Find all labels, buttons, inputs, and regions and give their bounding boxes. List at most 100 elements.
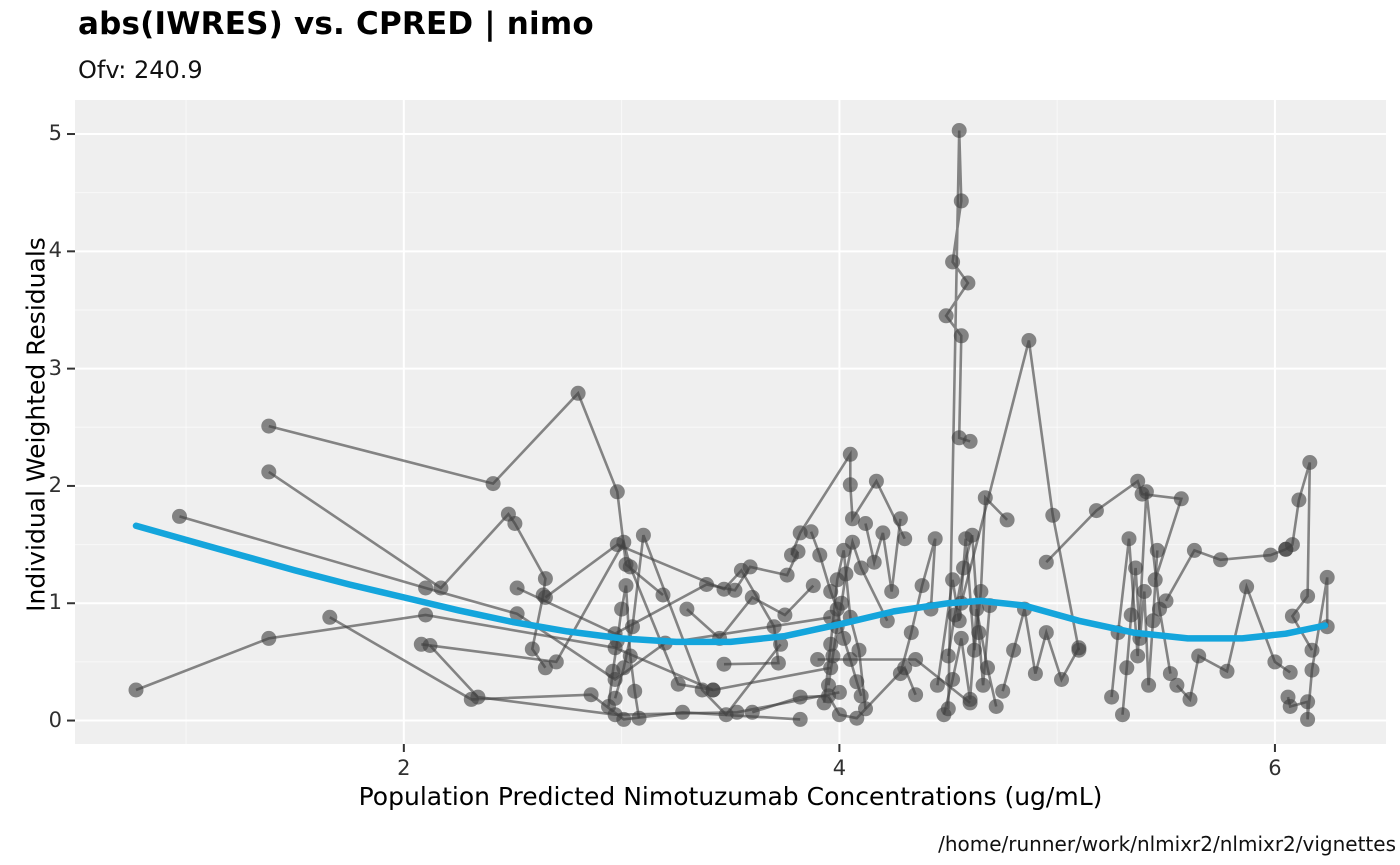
data-point [816,695,832,711]
data-point [951,123,967,138]
data-point [842,477,858,493]
data-point [537,571,553,587]
x-tick-label: 2 [397,756,411,780]
data-point [605,663,621,679]
data-point [805,578,821,594]
data-point [980,660,995,676]
data-point [914,578,930,594]
data-point [875,525,891,541]
data-point [831,707,847,723]
data-point [977,490,993,506]
data-point [803,524,819,540]
x-tick-label: 4 [832,756,847,780]
data-point [718,707,734,723]
data-point [1141,677,1157,693]
data-point [705,682,721,698]
data-point [1291,492,1307,508]
data-point [1115,707,1130,723]
data-point [1169,677,1185,693]
data-point [1071,640,1087,656]
data-point [694,682,710,698]
data-point [1138,484,1154,500]
data-point [1104,689,1120,705]
data-point [744,704,760,720]
data-point [1147,572,1163,588]
subject-line [960,340,1081,651]
data-point [853,560,869,576]
data-point [1136,584,1152,599]
data-point [853,688,869,704]
data-point [1213,552,1228,568]
data-point [583,687,599,703]
data-point [1038,554,1054,570]
data-point [631,710,647,726]
data-point [936,707,952,723]
y-tick-label: 5 [48,121,62,146]
data-point [622,559,638,575]
data-point [627,683,643,699]
data-point [509,580,525,596]
data-point [792,525,808,541]
data-point [858,701,873,717]
data-point [609,537,625,553]
data-point [897,531,913,547]
x-axis-title: Population Predicted Nimotuzumab Concent… [358,782,1103,811]
axis-ticks [67,133,1276,752]
data-point [1130,473,1146,489]
data-point [128,682,144,698]
data-point [1149,542,1165,558]
data-point [999,512,1015,528]
y-tick-label: 2 [48,472,62,497]
data-layer [128,123,1335,727]
data-point [1300,711,1316,727]
data-point [823,660,839,676]
data-point [509,606,525,622]
data-point [618,578,634,594]
data-point [1263,547,1279,563]
data-point [548,654,564,670]
data-point [625,619,640,635]
data-point [733,562,749,578]
data-point [1088,503,1104,519]
data-point [975,677,991,693]
data-point [973,584,989,599]
data-point [261,464,277,480]
data-point [964,527,980,543]
data-point [868,473,884,489]
data-point [1145,613,1161,629]
data-point [1302,455,1318,470]
smooth-line [132,522,1329,646]
data-point [821,677,836,693]
data-point [1021,333,1037,348]
y-tick-label: 4 [48,238,62,263]
data-point [1300,694,1316,710]
data-point [770,655,786,671]
data-point [812,547,828,563]
data-point [1027,666,1043,682]
data-point [716,656,732,672]
data-point [1173,491,1189,507]
data-point [988,699,1004,714]
data-point [927,531,943,547]
data-point [962,695,978,711]
data-point [858,516,873,531]
data-point [849,710,865,726]
data-point [892,666,908,682]
data-point [945,254,961,270]
data-point [1182,691,1198,707]
data-point [1186,542,1202,558]
data-point [570,385,586,401]
data-point [507,516,523,531]
data-point [810,652,826,667]
data-point [537,589,553,605]
data-point [1282,699,1298,714]
data-point [956,560,971,576]
data-point [744,589,760,605]
data-point [945,572,961,588]
data-point [938,308,954,324]
data-point [845,511,860,527]
data-point [1284,537,1300,553]
data-point [962,433,978,449]
data-point [413,636,429,652]
data-point [995,683,1011,699]
